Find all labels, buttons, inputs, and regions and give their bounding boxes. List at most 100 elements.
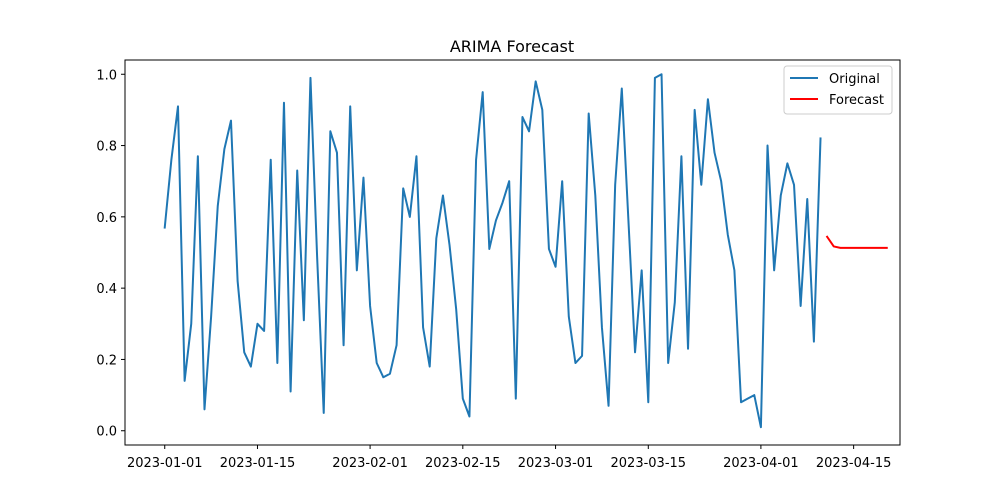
data-point-original (230, 120, 232, 122)
data-point-original (806, 198, 808, 200)
x-tick-label: 2023-02-15 (425, 456, 501, 471)
data-point-original (422, 327, 424, 329)
data-point-original (330, 131, 332, 133)
data-point-original (363, 177, 365, 179)
data-point-original (277, 362, 279, 364)
data-point-original (787, 163, 789, 165)
data-point-original (694, 109, 696, 111)
data-point-original (555, 266, 557, 268)
data-point-original (508, 180, 510, 182)
data-point-original (263, 330, 265, 332)
data-point-original (316, 255, 318, 257)
data-point-forecast (833, 246, 835, 248)
data-point-forecast (879, 247, 881, 249)
data-point-original (681, 155, 683, 157)
data-point-original (383, 376, 385, 378)
data-point-original (204, 409, 206, 411)
series-line-forecast (825, 235, 888, 249)
data-point-original (727, 234, 729, 236)
chart-title: ARIMA Forecast (450, 37, 574, 56)
data-point-original (687, 348, 689, 350)
data-point-original (197, 155, 199, 157)
data-point-original (217, 205, 219, 207)
data-point-original (310, 77, 312, 79)
data-point-original (628, 220, 630, 222)
data-point-original (475, 159, 477, 161)
data-point-original (800, 305, 802, 307)
data-point-original (767, 145, 769, 147)
data-point-original (416, 155, 418, 157)
y-tick-label: 1.0 (96, 68, 117, 83)
x-axis: 2023-01-01 2023-01-15 2023-02-01 2023-02-15… (127, 445, 891, 471)
data-point-original (210, 316, 212, 318)
data-point-original (462, 398, 464, 400)
data-point-original (793, 184, 795, 186)
data-point-original (429, 366, 431, 368)
data-point-original (780, 195, 782, 197)
data-point-original (753, 394, 755, 396)
x-tick-label: 2023-03-15 (611, 456, 687, 471)
data-point-original (184, 380, 186, 382)
data-point-original (575, 362, 577, 364)
data-point-original (734, 270, 736, 272)
data-point-original (641, 270, 643, 272)
data-point-original (409, 216, 411, 218)
x-tick-label: 2023-02-01 (332, 456, 408, 471)
data-point-original (449, 245, 451, 247)
data-point-original (270, 159, 272, 161)
data-point-forecast (866, 247, 868, 249)
data-point-original (548, 248, 550, 250)
data-point-original (190, 323, 192, 325)
data-point-original (356, 270, 358, 272)
data-point-original (489, 248, 491, 250)
data-point-original (581, 355, 583, 357)
legend-label-forecast: Forecast (829, 93, 884, 108)
plot-area (163, 73, 888, 429)
y-tick-label: 0.0 (96, 425, 117, 440)
x-tick-label: 2023-04-15 (816, 456, 892, 471)
data-point-forecast (859, 247, 861, 249)
data-point-original (495, 220, 497, 222)
data-point-original (667, 362, 669, 364)
legend-label-original: Original (829, 72, 880, 87)
data-point-original (455, 309, 457, 311)
data-point-original (813, 341, 815, 343)
data-point-original (283, 102, 285, 104)
data-point-original (349, 106, 351, 108)
data-point-original (515, 398, 517, 400)
data-point-forecast (853, 247, 855, 249)
x-tick-label: 2023-04-01 (723, 456, 799, 471)
data-point-original (674, 302, 676, 304)
data-point-original (250, 366, 252, 368)
data-point-original (343, 344, 345, 346)
data-point-original (747, 398, 749, 400)
data-point-forecast (886, 247, 888, 249)
data-point-original (442, 195, 444, 197)
x-tick-label: 2023-01-01 (127, 456, 203, 471)
data-point-forecast (873, 247, 875, 249)
data-point-original (542, 109, 544, 111)
axes-frame (124, 59, 901, 446)
data-point-original (369, 305, 371, 307)
data-point-forecast (840, 247, 842, 249)
x-tick-label: 2023-03-01 (518, 456, 594, 471)
y-tick-label: 0.2 (96, 353, 117, 368)
data-point-original (740, 401, 742, 403)
data-point-original (171, 159, 173, 161)
y-tick-label: 0.6 (96, 211, 117, 226)
data-point-original (535, 81, 537, 83)
data-point-original (588, 113, 590, 115)
data-point-original (760, 426, 762, 428)
data-point-original (290, 391, 292, 393)
data-point-original (595, 195, 597, 197)
data-point-original (436, 237, 438, 239)
data-point-original (661, 73, 663, 75)
data-point-original (224, 148, 226, 150)
data-point-original (820, 138, 822, 140)
data-point-original (647, 401, 649, 403)
data-point-original (402, 188, 404, 190)
y-tick-label: 0.4 (96, 282, 117, 297)
data-point-original (389, 373, 391, 375)
data-point-original (773, 270, 775, 272)
